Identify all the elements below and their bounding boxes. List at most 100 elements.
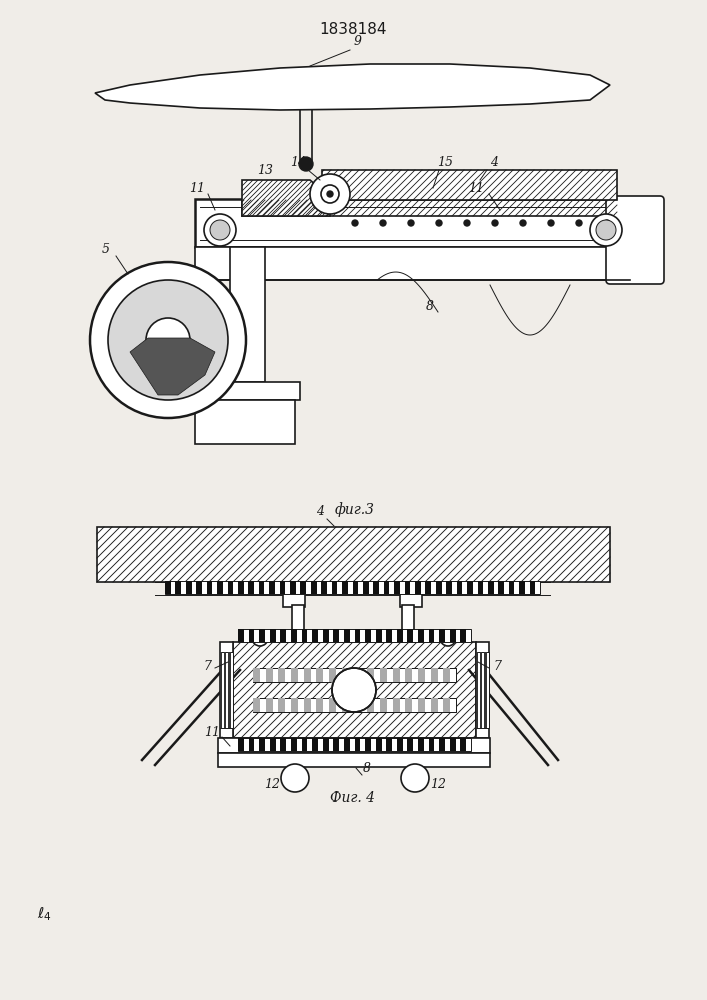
Bar [392,668,399,682]
Bar [291,738,297,751]
Bar [498,581,504,594]
Circle shape [380,220,386,226]
Bar [354,668,361,682]
Bar [304,668,311,682]
Bar [426,581,431,594]
Bar [253,668,456,682]
Bar [418,698,425,712]
Bar [232,652,233,728]
Bar [482,652,483,728]
Bar [477,581,483,594]
Bar [317,698,323,712]
Circle shape [146,318,190,362]
Bar [259,738,265,751]
Bar [283,592,305,607]
Bar [238,738,244,751]
Bar [397,738,403,751]
Text: 11: 11 [204,726,220,739]
Bar [175,581,181,594]
Bar [195,400,295,444]
Text: 4: 4 [490,156,498,169]
Bar [197,581,202,594]
Bar [290,581,296,594]
Bar [460,629,466,642]
Text: 8: 8 [426,300,434,313]
Bar [224,652,225,728]
Bar [476,642,489,738]
Bar [443,668,450,682]
Text: 13: 13 [257,164,273,177]
Circle shape [576,220,582,226]
Bar [279,668,286,682]
Text: 12: 12 [264,778,280,791]
Circle shape [321,185,339,203]
Bar [467,581,473,594]
Text: Фиг. 4: Фиг. 4 [330,791,375,805]
Bar [233,642,476,738]
Bar [341,668,349,682]
Bar [186,581,192,594]
Bar [418,668,425,682]
Bar [291,668,298,682]
Bar [530,581,535,594]
Bar [373,581,379,594]
Bar [488,652,489,728]
Polygon shape [130,338,215,395]
Bar [238,581,244,594]
Text: 14: 14 [290,156,306,169]
Bar [226,652,227,728]
Polygon shape [95,64,610,110]
Text: 7: 7 [203,660,211,673]
Bar [363,581,368,594]
Bar [281,629,286,642]
Bar [407,738,414,751]
Circle shape [281,764,309,792]
Bar [291,698,298,712]
Text: 1838184: 1838184 [320,22,387,37]
Circle shape [108,280,228,400]
Bar [230,652,231,728]
Bar [418,738,424,751]
Bar [304,698,311,712]
Bar [281,738,286,751]
Bar [292,605,304,640]
Bar [332,581,337,594]
Circle shape [299,157,313,171]
Bar [386,629,392,642]
Bar [279,581,286,594]
Bar [405,668,412,682]
Bar [380,668,387,682]
Bar [397,629,403,642]
Bar [354,698,361,712]
Bar [365,629,371,642]
Bar [402,605,414,640]
Bar [269,581,275,594]
Bar [354,629,361,642]
Bar [375,629,382,642]
Bar [249,629,255,642]
Bar [446,581,452,594]
Text: $\ell_4$: $\ell_4$ [37,905,52,923]
Bar [253,698,456,712]
Bar [217,581,223,594]
Bar [220,652,221,728]
Bar [312,738,318,751]
Circle shape [436,220,442,226]
Bar [322,629,329,642]
Bar [259,581,264,594]
Bar [317,668,323,682]
Bar [221,652,222,728]
Circle shape [440,630,456,646]
Bar [418,629,424,642]
Bar [431,668,438,682]
Bar [248,581,254,594]
Bar [400,592,422,607]
Bar [476,652,489,728]
Text: 15: 15 [437,156,453,169]
Bar [266,698,273,712]
Bar [353,581,358,594]
Bar [220,642,233,738]
Bar [404,581,410,594]
Bar [486,652,487,728]
Bar [439,738,445,751]
